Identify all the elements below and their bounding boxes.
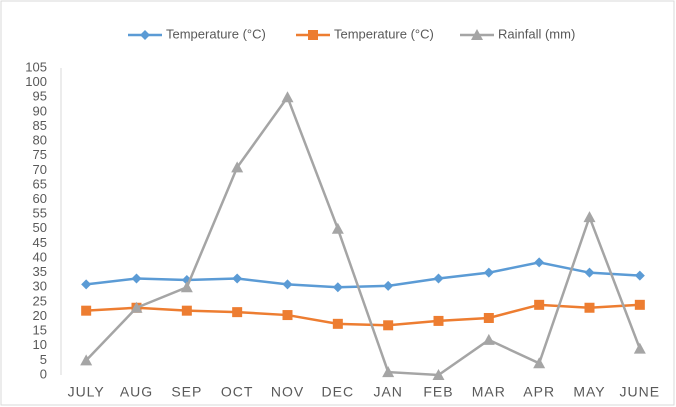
y-tick-label: 70 xyxy=(33,162,47,177)
x-tick-label: JUNE xyxy=(620,384,661,400)
data-point xyxy=(81,305,92,316)
y-tick-label: 85 xyxy=(33,118,47,133)
data-point xyxy=(331,222,344,234)
data-point xyxy=(232,273,243,284)
y-tick-label: 90 xyxy=(33,103,47,118)
data-point xyxy=(584,267,595,278)
y-tick-label: 10 xyxy=(33,337,47,352)
x-tick-label: SEP xyxy=(171,384,202,400)
legend-label: Rainfall (mm) xyxy=(498,26,575,41)
y-tick-label: 50 xyxy=(33,220,47,235)
y-tick-label: 30 xyxy=(33,279,47,294)
x-tick-label: APR xyxy=(523,384,555,400)
data-point xyxy=(634,270,645,281)
data-point xyxy=(432,369,445,380)
data-point xyxy=(131,273,142,284)
x-tick-label: DEC xyxy=(322,384,355,400)
legend-label: Temperature (°C) xyxy=(166,26,266,41)
data-point xyxy=(633,342,646,354)
y-tick-label: 5 xyxy=(40,352,47,367)
x-tick-label: OCT xyxy=(221,384,254,400)
data-point xyxy=(332,282,343,293)
y-tick-label: 95 xyxy=(33,89,47,104)
x-tick-label: JAN xyxy=(373,384,402,400)
y-tick-label: 65 xyxy=(33,176,47,191)
data-point xyxy=(483,312,494,323)
y-tick-label: 35 xyxy=(33,264,47,279)
y-tick-label: 60 xyxy=(33,191,47,206)
x-tick-label: MAY xyxy=(573,384,605,400)
data-point xyxy=(533,357,546,369)
data-point xyxy=(180,281,193,293)
legend-marker xyxy=(308,30,318,40)
legend-marker xyxy=(471,29,483,40)
series-line xyxy=(86,303,640,327)
y-tick-label: 105 xyxy=(25,59,47,74)
y-tick-label: 55 xyxy=(33,206,47,221)
y-tick-label: 75 xyxy=(33,147,47,162)
y-tick-label: 20 xyxy=(33,308,47,323)
y-tick-label: 0 xyxy=(40,366,47,381)
series-line xyxy=(85,94,642,377)
data-point xyxy=(281,91,294,103)
legend-label: Temperature (°C) xyxy=(334,26,434,41)
data-point xyxy=(433,273,444,284)
data-point xyxy=(483,267,494,278)
y-tick-label: 80 xyxy=(33,133,47,148)
legend-marker xyxy=(140,30,150,40)
x-tick-label: NOV xyxy=(271,384,304,400)
x-tick-label: FEB xyxy=(423,384,453,400)
data-point xyxy=(282,279,293,290)
x-tick-label: JULY xyxy=(68,384,105,400)
x-tick-label: AUG xyxy=(120,384,153,400)
x-tick-label: MAR xyxy=(472,384,506,400)
data-point xyxy=(534,299,545,310)
y-tick-label: 40 xyxy=(33,249,47,264)
data-point xyxy=(130,301,143,313)
series-line xyxy=(86,261,640,289)
y-tick-label: 25 xyxy=(33,293,47,308)
data-point xyxy=(382,366,395,378)
data-point xyxy=(383,320,394,331)
data-point xyxy=(584,302,595,313)
data-point xyxy=(482,333,495,345)
data-point xyxy=(534,257,545,268)
data-point xyxy=(433,315,444,326)
data-point xyxy=(332,318,343,329)
data-point xyxy=(181,305,192,316)
y-tick-label: 100 xyxy=(25,74,47,89)
y-tick-label: 15 xyxy=(33,323,47,338)
data-point xyxy=(583,211,596,223)
data-point xyxy=(634,299,645,310)
data-point xyxy=(383,280,394,291)
data-point xyxy=(81,279,92,290)
data-point xyxy=(231,161,244,173)
data-point xyxy=(232,307,243,318)
data-point xyxy=(80,354,93,366)
y-tick-label: 45 xyxy=(33,235,47,250)
data-point xyxy=(282,310,293,321)
